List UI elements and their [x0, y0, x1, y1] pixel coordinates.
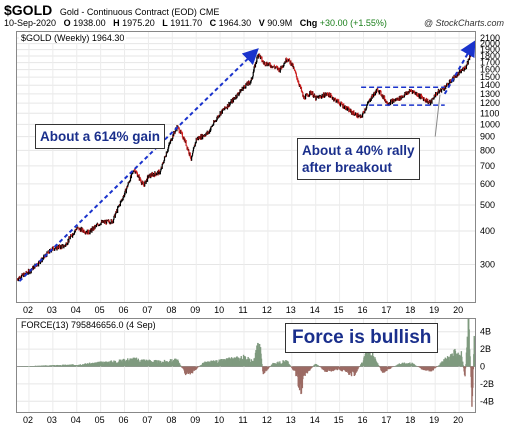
- force-x-tick: 11: [238, 415, 247, 425]
- gain-annotation: About a 614% gain: [35, 124, 166, 149]
- price-y-tick: 1700: [480, 58, 500, 68]
- price-x-tick: 08: [166, 305, 176, 315]
- force-area: [17, 319, 475, 407]
- price-x-tick: 07: [142, 305, 152, 315]
- force-annotation: Force is bullish: [285, 323, 439, 353]
- force-x-tick: 02: [23, 415, 33, 425]
- force-x-tick: 05: [95, 415, 105, 425]
- force-y-tick: -2B: [480, 379, 494, 389]
- price-x-tick: 04: [71, 305, 81, 315]
- force-y-tick: -4B: [480, 396, 494, 406]
- force-x-axis: 02 03 04 05 06 07 08 09 10 11 12 13 14 15 16 17 18 19 20: [23, 415, 463, 425]
- price-y-tick: 1800: [480, 51, 500, 61]
- price-y-tick: 900: [480, 132, 495, 142]
- force-y-tick: 4B: [480, 327, 491, 337]
- force-x-tick: 13: [286, 415, 296, 425]
- force-x-tick: 06: [119, 415, 129, 425]
- force-x-tick: 03: [47, 415, 57, 425]
- close-label: C: [209, 18, 217, 28]
- price-y-tick: 2100: [480, 33, 500, 43]
- price-x-tick: 14: [310, 305, 320, 315]
- price-y-tick: 700: [480, 161, 495, 171]
- force-x-tick: 12: [262, 415, 272, 425]
- price-y-tick: 300: [480, 260, 495, 270]
- price-x-tick: 15: [334, 305, 344, 315]
- price-x-tick: 20: [453, 305, 463, 315]
- open-label: O: [63, 18, 71, 28]
- volume-label: V: [258, 18, 265, 28]
- force-x-tick: 04: [71, 415, 81, 425]
- price-y-tick: 1300: [480, 89, 500, 99]
- subtitle: Gold - Continuous Contract (EOD) CME: [59, 7, 220, 17]
- force-x-tick: 14: [310, 415, 320, 425]
- price-x-tick: 17: [381, 305, 391, 315]
- price-x-tick: 05: [95, 305, 105, 315]
- chart-header: $GOLD Gold - Continuous Contract (EOD) C…: [4, 2, 219, 18]
- price-y-tick: 1200: [480, 98, 500, 108]
- price-panel: $GOLD (Weekly) 1964.30 About a 614% gain…: [16, 31, 476, 303]
- price-x-tick: 06: [119, 305, 129, 315]
- gain-arrow: [18, 48, 259, 282]
- date: 10-Sep-2020: [4, 18, 57, 28]
- low-label: L: [162, 18, 168, 28]
- price-x-tick: 13: [286, 305, 296, 315]
- force-chart: [17, 319, 475, 412]
- price-x-tick: 11: [238, 305, 247, 315]
- price-y-axis: 300 400 500 600 700 800 900 1000110012001300140…: [480, 33, 500, 270]
- price-y-tick: 1100: [480, 108, 499, 118]
- price-y-tick: 1600: [480, 65, 500, 75]
- price-x-tick: 10: [214, 305, 224, 315]
- volume-value: 90.9M: [267, 18, 293, 28]
- price-legend: $GOLD (Weekly) 1964.30: [19, 33, 127, 43]
- open-value: 1938.00: [73, 18, 106, 28]
- price-y-tick: 1900: [480, 45, 500, 55]
- rally-annotation: About a 40% rally after breakout: [297, 138, 420, 180]
- rally-arrow: [443, 40, 475, 95]
- force-x-tick: 10: [214, 415, 224, 425]
- price-y-tick: 2000: [480, 39, 500, 49]
- chg-value: +30.00 (+1.55%): [319, 18, 387, 28]
- price-y-tick: 1000: [480, 119, 500, 129]
- rally-line-1: About a 40% rally: [302, 143, 415, 158]
- price-x-axis: 02 03 04 05 06 07 08 09 10 11 12 13 14 15 16 17 18 19 20: [23, 305, 463, 315]
- callout-pointer: [434, 94, 441, 137]
- symbol: $GOLD: [4, 2, 53, 18]
- force-y-axis: 4B 2B 0 -2B -4B: [480, 327, 494, 407]
- chg-label: Chg: [299, 18, 318, 28]
- ohlc-line: 10-Sep-2020 O 1938.00 H 1975.20 L 1911.7…: [4, 18, 387, 28]
- price-x-tick: 19: [429, 305, 439, 315]
- price-x-tick: 16: [357, 305, 367, 315]
- price-y-tick: 500: [480, 200, 495, 210]
- price-x-tick: 09: [190, 305, 200, 315]
- force-x-tick: 16: [357, 415, 367, 425]
- price-x-tick: 12: [262, 305, 272, 315]
- price-bars: [17, 44, 475, 282]
- rally-line-2: after breakout: [302, 160, 393, 175]
- price-x-tick: 02: [23, 305, 33, 315]
- force-y-tick: 2B: [480, 344, 491, 354]
- force-panel: FORCE(13) 795846656.0 (4 Sep) Force is b…: [16, 318, 476, 413]
- high-value: 1975.20: [122, 18, 155, 28]
- brand-watermark: @ StockCharts.com: [423, 18, 504, 28]
- price-y-tick: 1500: [480, 72, 500, 82]
- force-x-tick: 18: [405, 415, 415, 425]
- high-label: H: [113, 18, 120, 28]
- force-x-tick: 08: [166, 415, 176, 425]
- force-x-tick: 17: [381, 415, 391, 425]
- low-value: 1911.70: [170, 18, 203, 28]
- price-y-tick: 1400: [480, 80, 500, 90]
- force-x-tick: 09: [190, 415, 200, 425]
- force-x-tick: 20: [453, 415, 463, 425]
- price-x-tick: 18: [405, 305, 415, 315]
- close-value: 1964.30: [218, 18, 252, 28]
- force-x-tick: 15: [334, 415, 344, 425]
- price-y-tick: 400: [480, 226, 495, 236]
- force-legend: FORCE(13) 795846656.0 (4 Sep): [19, 320, 158, 330]
- price-x-tick: 03: [47, 305, 57, 315]
- force-y-tick: 0: [480, 362, 485, 372]
- force-x-tick: 19: [429, 415, 439, 425]
- price-y-tick: 600: [480, 179, 495, 189]
- price-y-tick: 800: [480, 145, 495, 155]
- force-x-tick: 07: [142, 415, 152, 425]
